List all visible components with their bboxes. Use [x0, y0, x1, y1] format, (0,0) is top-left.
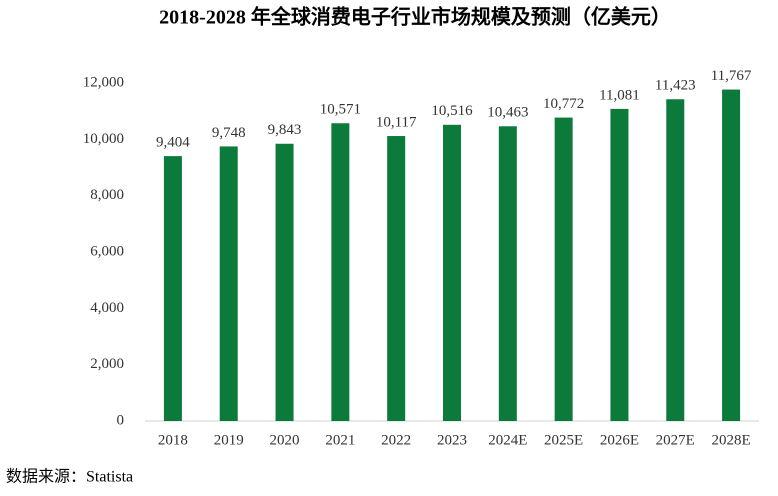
bar: [498, 126, 517, 421]
bar: [275, 143, 294, 421]
x-tick-label: 2025E: [544, 432, 583, 448]
x-tick-label: 2023: [437, 432, 467, 448]
y-tick-label: 6,000: [90, 243, 124, 259]
x-tick-label: 2020: [270, 432, 300, 448]
data-label: 10,772: [543, 96, 584, 112]
data-label: 10,463: [487, 105, 528, 121]
bar: [219, 146, 238, 421]
data-label: 10,516: [431, 103, 473, 119]
source-note: 数据来源：Statista: [6, 468, 133, 486]
bar: [163, 156, 182, 421]
bar: [610, 108, 629, 422]
bar: [331, 123, 350, 421]
x-tick-label: 2026E: [600, 432, 639, 448]
x-tick-label: 2018: [158, 432, 188, 448]
x-tick-label: 2019: [214, 432, 244, 448]
chart-title: 2018-2028 年全球消费电子行业市场规模及预测（亿美元）: [159, 5, 671, 29]
bar: [554, 117, 573, 421]
y-tick-label: 10,000: [83, 131, 124, 147]
y-tick-label: 4,000: [90, 300, 124, 316]
bar: [722, 89, 741, 421]
data-label: 9,843: [268, 122, 302, 138]
y-tick-label: 2,000: [90, 356, 124, 372]
bar: [666, 99, 685, 421]
data-label: 10,571: [320, 102, 361, 118]
data-label: 10,117: [376, 114, 417, 130]
data-label: 9,404: [156, 135, 190, 151]
y-tick-label: 8,000: [90, 187, 124, 203]
y-tick-label: 12,000: [83, 74, 124, 90]
x-tick-label: 2021: [325, 432, 355, 448]
bar: [443, 124, 461, 422]
x-tick-label: 2022: [381, 432, 411, 448]
x-tick-label: 2027E: [656, 432, 695, 448]
data-label: 9,748: [212, 125, 246, 141]
x-tick-label: 2028E: [712, 432, 751, 448]
y-tick-label: 0: [117, 412, 125, 428]
x-tick-label: 2024E: [488, 432, 527, 448]
data-label: 11,423: [655, 78, 696, 94]
data-label: 11,081: [599, 87, 640, 103]
bar: [387, 136, 406, 421]
data-label: 11,767: [711, 68, 752, 84]
